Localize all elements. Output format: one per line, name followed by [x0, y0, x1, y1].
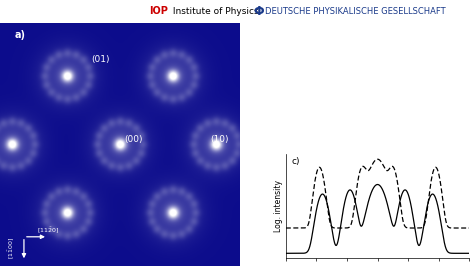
Text: [11$\bar{2}$0]: [11$\bar{2}$0] [37, 226, 59, 235]
Text: Φ: Φ [254, 5, 264, 18]
Y-axis label: Log. intensity: Log. intensity [274, 180, 283, 232]
Text: IOP: IOP [149, 6, 168, 16]
Text: DEUTSCHE PHYSIKALISCHE GESELLSCHAFT: DEUTSCHE PHYSIKALISCHE GESELLSCHAFT [265, 7, 446, 16]
Text: b): b) [250, 28, 262, 38]
Text: (10): (10) [210, 135, 229, 144]
Text: (00): (00) [125, 135, 143, 144]
Text: a): a) [14, 30, 26, 40]
Text: Institute of Physics: Institute of Physics [170, 7, 258, 16]
Text: [1$\bar{1}$00]: [1$\bar{1}$00] [6, 236, 16, 259]
Text: c): c) [292, 157, 301, 166]
Text: (01): (01) [91, 55, 109, 64]
